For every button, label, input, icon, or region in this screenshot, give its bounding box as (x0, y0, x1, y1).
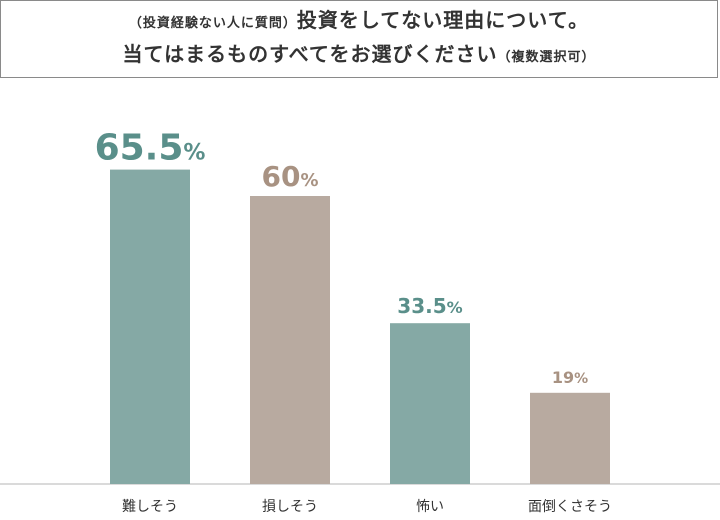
data-label-3: 33.5% (397, 294, 462, 318)
title-line-1: （投資経験ない人に質問）投資をしてない理由について。 (129, 5, 589, 39)
title-main-1: 投資をしてない理由について。 (296, 8, 590, 32)
category-label-1: 難しそう (122, 499, 178, 515)
title-multi-select-note: （複数選択可） (497, 50, 596, 65)
data-label-1: 65.5% (95, 128, 206, 169)
title-question-target: （投資経験ない人に質問） (128, 16, 297, 31)
data-label-2: 60% (261, 160, 318, 193)
title-main-2: 当てはまるものすべてをお選びください (122, 42, 498, 66)
category-label-3: 怖い (416, 498, 444, 515)
data-label-4: 19% (552, 368, 588, 387)
bar-1 (110, 169, 190, 484)
title-line-2: 当てはまるものすべてをお選びください（複数選択可） (122, 39, 595, 73)
category-label-2: 損しそう (262, 499, 318, 515)
bar-2 (250, 196, 330, 484)
category-label-4: 面倒くさそう (528, 499, 612, 515)
chart-title: （投資経験ない人に質問）投資をしてない理由について。 当てはまるものすべてをお選… (0, 0, 718, 78)
bar-4 (530, 392, 610, 484)
bar-3 (390, 323, 470, 484)
